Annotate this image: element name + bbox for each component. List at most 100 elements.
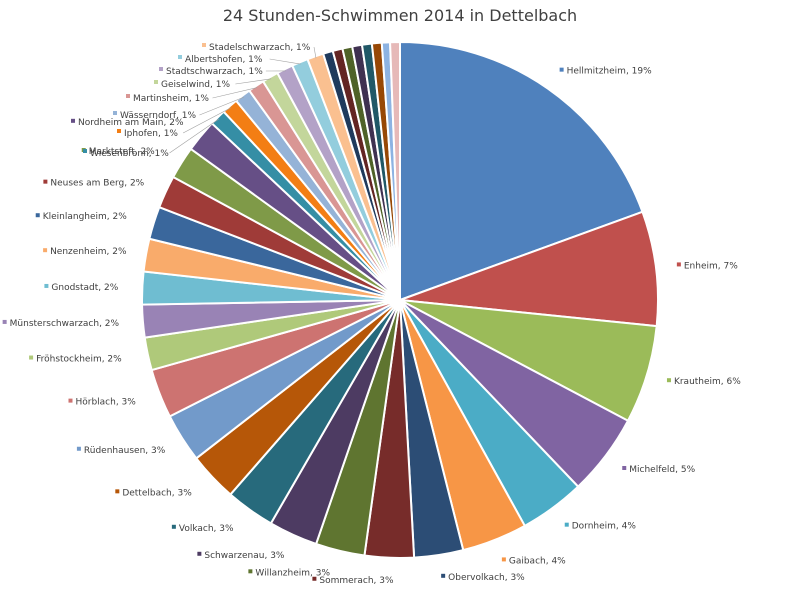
slice-label: Hörblach, 3%	[68, 398, 136, 408]
slice-label-text: Albertshofen, 1%	[185, 55, 263, 65]
leader-line	[169, 118, 220, 154]
slice-label-text: Obervolkach, 3%	[448, 573, 525, 583]
slice-label-text: Marktsteft, 2%	[89, 147, 155, 157]
slice-label: Fröhstockheim, 2%	[29, 355, 122, 365]
slice-label-text: Wiesenbronn, 1%	[90, 149, 169, 159]
slice-label-text: Neuses am Berg, 2%	[50, 179, 144, 189]
legend-marker	[43, 179, 48, 184]
pie-slice	[389, 40, 401, 301]
slice-label: Dornheim, 4%	[564, 522, 637, 532]
slice-label-text: Wässerndorf, 1%	[120, 111, 197, 121]
legend-marker	[35, 213, 40, 218]
leader-line	[182, 107, 232, 134]
legend-marker	[202, 43, 206, 47]
slice-label-text: Martinsheim, 1%	[133, 94, 209, 104]
legend-marker	[564, 522, 569, 527]
slice-label-text: Hörblach, 3%	[75, 398, 136, 408]
chart-title: 24 Stunden-Schwimmen 2014 in Dettelbach	[222, 6, 578, 25]
legend-marker	[154, 80, 158, 84]
legend-marker	[441, 573, 446, 578]
slice-label: Rüdenhausen, 3%	[76, 446, 166, 456]
legend-marker	[71, 118, 76, 123]
slice-label: Geiselwind, 1%	[154, 80, 230, 90]
slice-label-text: Fröhstockheim, 2%	[36, 355, 122, 365]
pie-slice	[399, 210, 659, 328]
legend-marker	[117, 129, 121, 133]
slice-label: Volkach, 3%	[171, 524, 234, 534]
slice-label-text: Krautheim, 6%	[674, 377, 741, 387]
pie-slice	[399, 40, 644, 302]
legend-marker	[501, 557, 506, 562]
leader-line	[235, 78, 272, 85]
slice-label-text: Schwarzenau, 3%	[204, 551, 285, 561]
slice-label-text: Nenzenheim, 2%	[50, 247, 127, 257]
slice-label: Dettelbach, 3%	[115, 488, 192, 498]
slice-label: Obervolkach, 3%	[441, 573, 525, 583]
slice-label-text: Stadtschwarzach, 1%	[166, 67, 263, 77]
legend-marker	[559, 67, 564, 72]
slice-label-text: Volkach, 3%	[179, 524, 234, 534]
slice-label: Gnodstadt, 2%	[44, 283, 119, 293]
slice-label-text: Sommerach, 3%	[319, 576, 394, 586]
slice-label-text: Iphofen, 1%	[124, 129, 178, 139]
slice-label: Wässerndorf, 1%	[113, 111, 197, 121]
legend-marker	[666, 378, 671, 383]
slice-label-text: Nordheim am Main, 2%	[78, 118, 184, 128]
slice-label-text: Dornheim, 4%	[572, 522, 637, 532]
slice-label: Krautheim, 6%	[666, 377, 741, 387]
leader-line	[313, 46, 317, 59]
slice-label-text: Rüdenhausen, 3%	[84, 446, 166, 456]
legend-marker	[76, 446, 81, 451]
legend-marker	[113, 111, 117, 115]
slice-label: Stadtschwarzach, 1%	[159, 67, 263, 77]
slice-label: Stadelschwarzach, 1%	[202, 43, 311, 53]
slice-label: Schwarzenau, 3%	[197, 551, 285, 561]
legend-marker	[622, 465, 627, 470]
leader-line	[212, 87, 258, 99]
leader-line	[199, 96, 244, 116]
slice-label: Münsterschwarzach, 2%	[2, 319, 120, 329]
slice-label: Iphofen, 1%	[117, 129, 178, 139]
slice-label: Neuses am Berg, 2%	[43, 179, 145, 189]
legend-marker	[29, 355, 34, 360]
slice-label-text: Gnodstadt, 2%	[51, 283, 118, 293]
slice-label: Martinsheim, 1%	[126, 94, 209, 104]
legend-marker	[159, 67, 163, 71]
legend-marker	[83, 149, 87, 153]
slice-label-text: Dettelbach, 3%	[122, 488, 192, 498]
legend-marker	[68, 398, 73, 403]
slice-label-text: Kleinlangheim, 2%	[43, 212, 128, 222]
slice-label: Nordheim am Main, 2%	[71, 118, 184, 128]
slice-label-text: Gaibach, 4%	[509, 556, 566, 566]
slice-label-text: Stadelschwarzach, 1%	[209, 43, 311, 53]
slice-label-text: Michelfeld, 5%	[629, 465, 695, 475]
legend-marker	[2, 319, 7, 324]
slice-label-text: Enheim, 7%	[684, 261, 738, 271]
legend-marker	[43, 248, 48, 253]
leader-line	[269, 58, 301, 65]
slice-label: Willanzheim, 3%	[248, 568, 330, 578]
legend-marker	[126, 94, 130, 98]
slice-label-text: Münsterschwarzach, 2%	[10, 319, 120, 329]
slice-label: Sommerach, 3%	[312, 576, 394, 586]
legend-marker	[115, 489, 120, 494]
slice-label: Albertshofen, 1%	[178, 55, 263, 65]
slice-label: Gaibach, 4%	[501, 556, 566, 566]
slice-label: Kleinlangheim, 2%	[35, 212, 128, 222]
legend-marker	[197, 551, 202, 556]
legend-marker	[248, 569, 253, 574]
slice-label: Hellmitzheim, 19%	[559, 67, 653, 77]
slice-label: Wiesenbronn, 1%	[83, 149, 169, 159]
slice-label-text: Hellmitzheim, 19%	[567, 67, 653, 77]
legend-marker	[178, 55, 182, 59]
slice-label: Michelfeld, 5%	[622, 465, 696, 475]
slice-label-text: Willanzheim, 3%	[255, 568, 330, 578]
slice-label: Nenzenheim, 2%	[43, 247, 127, 257]
slice-label: Enheim, 7%	[676, 261, 738, 271]
legend-marker	[171, 524, 176, 529]
legend-marker	[676, 262, 681, 267]
slice-label-text: Geiselwind, 1%	[161, 80, 230, 90]
legend-marker	[44, 283, 49, 288]
